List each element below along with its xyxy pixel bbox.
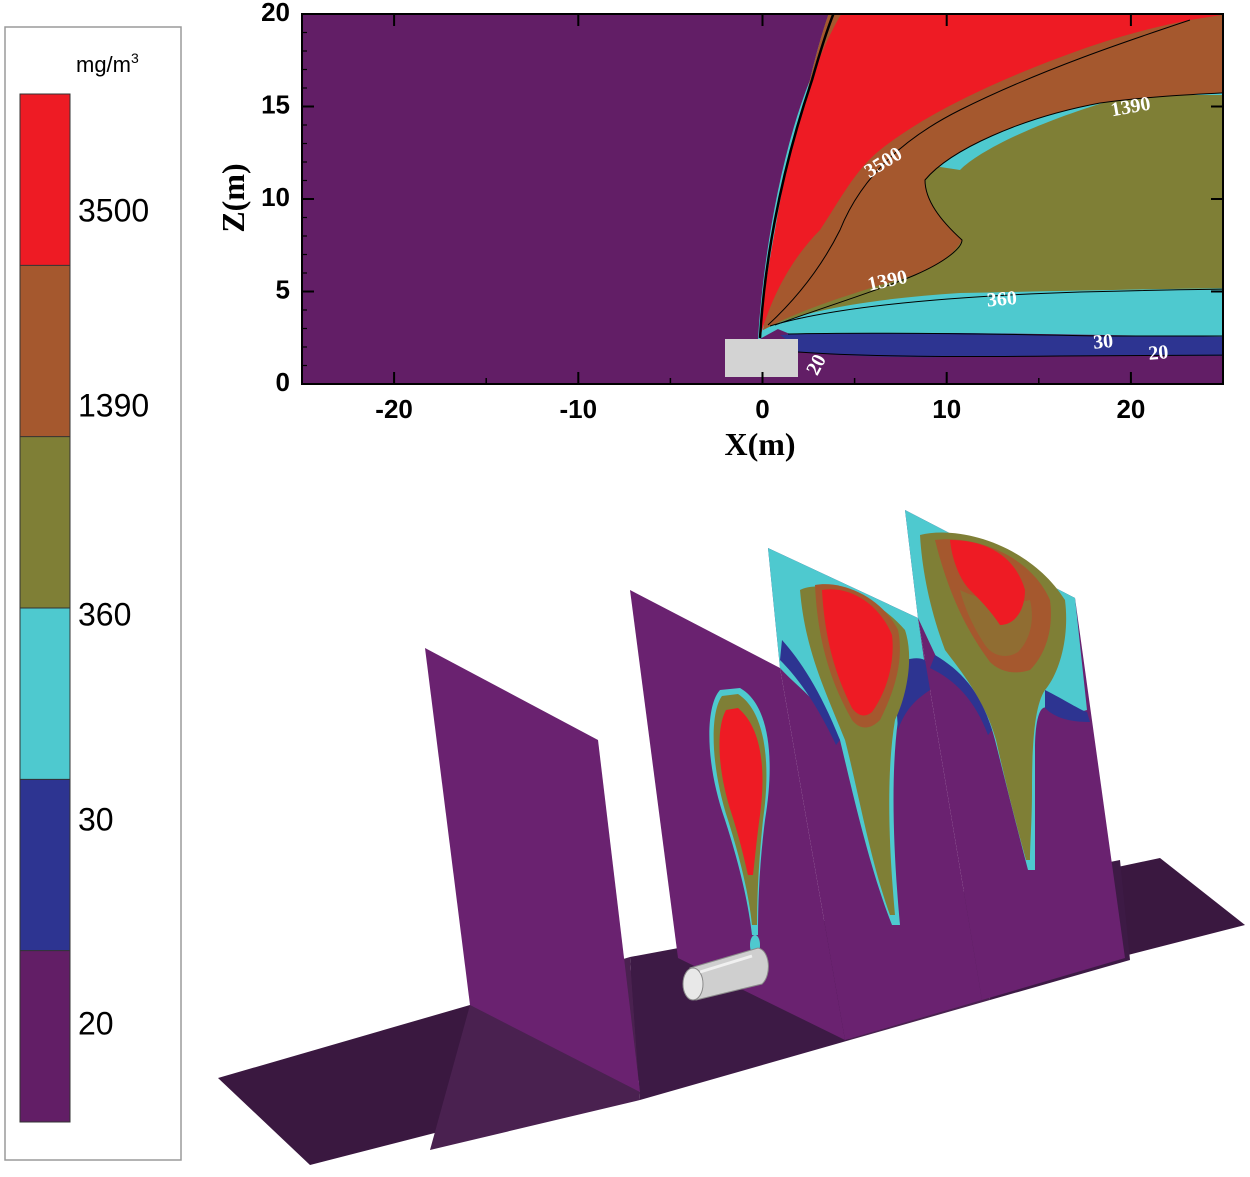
contour-line-360 (769, 288, 1223, 327)
legend-tick-label: 1390 (78, 387, 149, 423)
y-tick-label: 0 (276, 367, 290, 397)
legend-unit-text: mg/m (76, 52, 131, 77)
x-tick-label: 20 (1116, 394, 1145, 424)
legend-unit-superscript: 3 (131, 50, 139, 66)
y-tick-label: 20 (261, 0, 290, 27)
slice-3-band-red (822, 589, 893, 716)
contour-label: 20 (1147, 341, 1169, 365)
legend-tick-label: 30 (78, 801, 114, 837)
contour-line-30 (787, 332, 1223, 337)
source-cylinder-end (682, 967, 704, 1001)
legend-band (20, 436, 70, 609)
source-cylinder-highlight (699, 954, 753, 974)
contour-line-1390-upper (774, 92, 1223, 326)
slice-4-band-blue (930, 655, 992, 735)
legend-band (20, 950, 70, 1123)
y-tick-label: 10 (261, 182, 290, 212)
x-tick-label: 10 (932, 394, 961, 424)
x-tick-label: -20 (375, 394, 413, 424)
legend-tick-label: 20 (78, 1005, 114, 1041)
slice-3-band-blue (780, 640, 840, 745)
contour-band-blue (780, 332, 1223, 358)
legend-tick-labels: 3500 1390 360 30 20 (78, 192, 149, 1041)
slice-4 (905, 510, 1125, 1000)
y-axis-title: Z(m) (215, 163, 251, 232)
y-tick-label: 5 (276, 274, 290, 304)
contour-line-outer (758, 14, 835, 339)
slice-3 (768, 548, 982, 1040)
source-cylinder (682, 947, 769, 1001)
y-tick-label: 15 (261, 89, 290, 119)
contour-line-20 (797, 351, 1223, 358)
legend-colorbar (19, 93, 71, 1123)
contour-band-cyan (768, 289, 1223, 337)
legend-tick-label: 360 (78, 596, 131, 632)
slice-1 (425, 648, 640, 1092)
legend-band (20, 608, 70, 780)
legend-band (20, 94, 70, 266)
contour-label: 30 (1092, 330, 1114, 354)
contour-fill (302, 14, 1223, 384)
legend-tick-label: 3500 (78, 192, 149, 228)
x-axis-title: X(m) (724, 426, 795, 462)
slice-2 (630, 590, 845, 1040)
legend-band (20, 265, 70, 438)
perspective-view (218, 510, 1245, 1165)
x-tick-label: 0 (755, 394, 769, 424)
contour-line-3500 (767, 19, 1191, 326)
contour-label: 360 (986, 287, 1018, 312)
legend-unit-label: mg/m3 (76, 50, 139, 77)
source-box (725, 339, 798, 377)
contour-band-red (760, 14, 1223, 338)
slice-4-band-blue (1045, 690, 1090, 722)
legend: mg/m3 3500 1390 360 30 20 (4, 26, 182, 1161)
contour-axes: -20 -10 0 10 20 0 5 10 15 20 (261, 0, 1224, 424)
slice-4-band-red (950, 540, 1025, 625)
source-cylinder-body (689, 947, 769, 1001)
x-tick-label: -10 (560, 394, 598, 424)
slice-2-plume-red (719, 708, 763, 875)
legend-band (20, 779, 70, 952)
